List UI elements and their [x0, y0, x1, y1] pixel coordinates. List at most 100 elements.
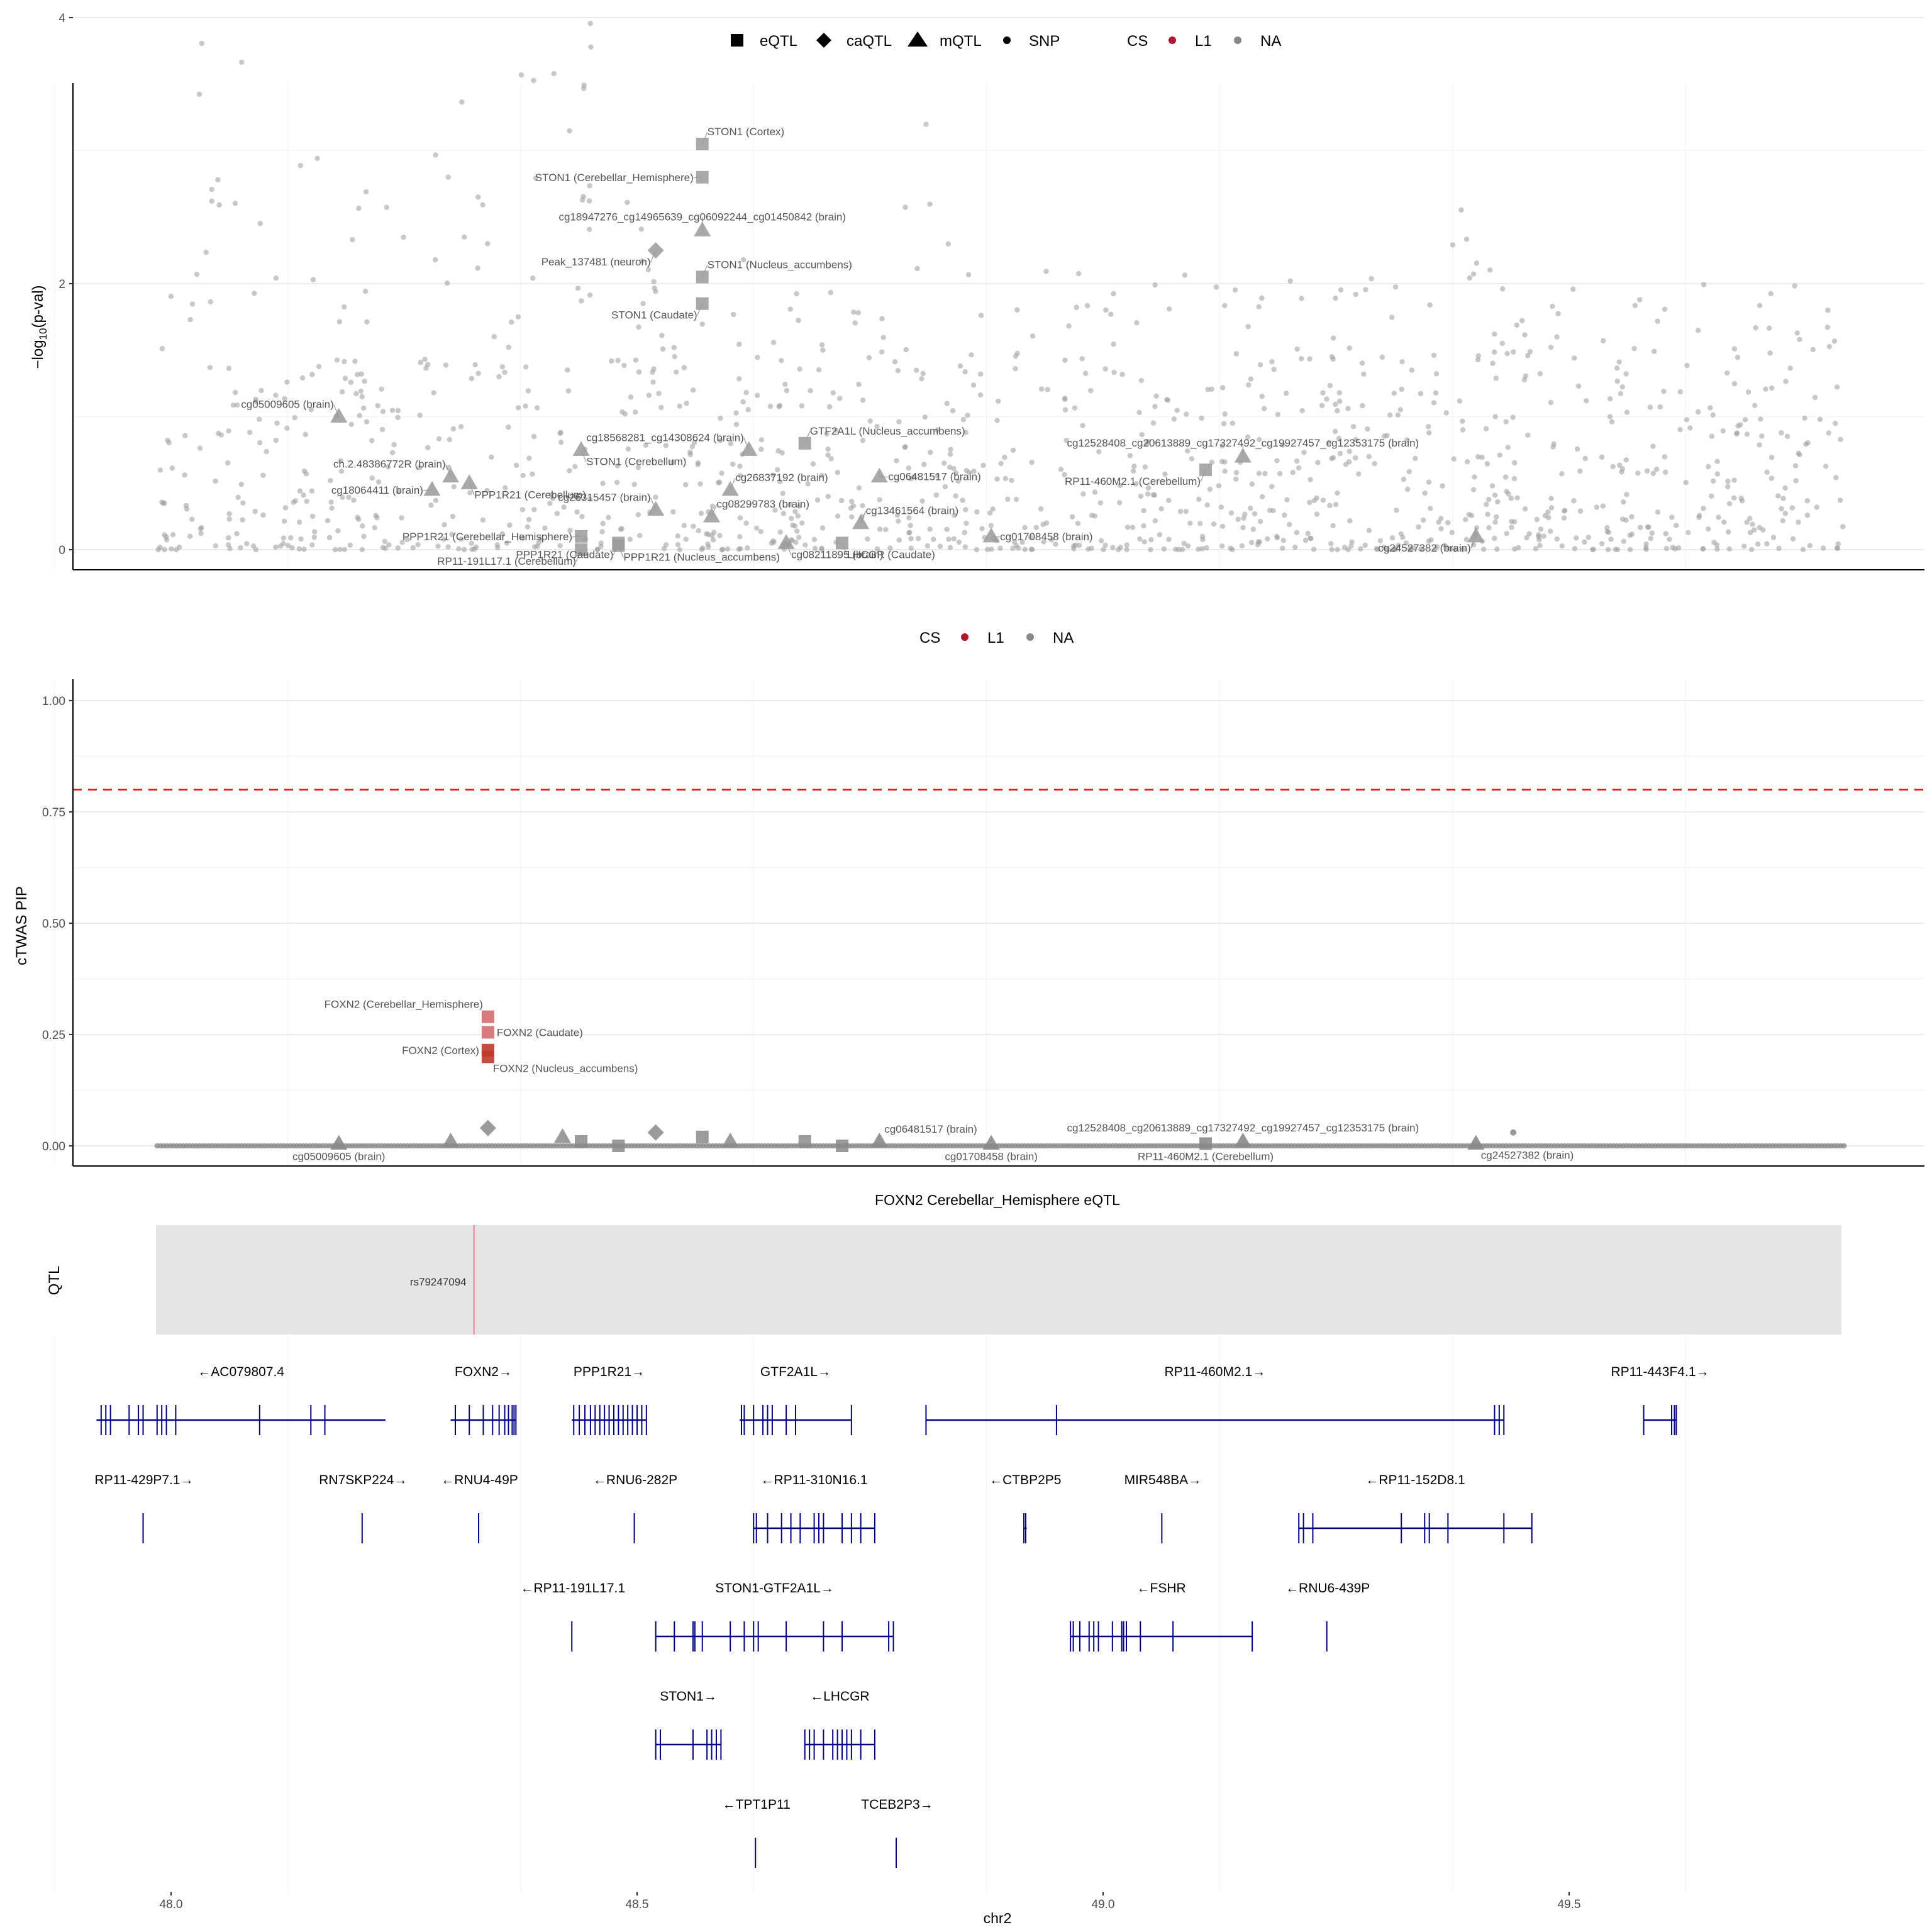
pip-point-square [836, 1140, 849, 1152]
background-snp-point [1363, 287, 1368, 292]
background-snp-point [1835, 541, 1841, 547]
background-snp-point [1458, 207, 1464, 213]
qtl-track-background [156, 1225, 1841, 1335]
background-snp-point [558, 440, 564, 445]
background-snp-point [588, 44, 594, 50]
background-snp-point [1645, 524, 1651, 530]
gene-name: ←FSHR [1137, 1581, 1186, 1596]
background-snp-point [908, 523, 913, 528]
pip-point-label: cg24527382 (brain) [1481, 1149, 1574, 1161]
background-snp-point [428, 502, 434, 508]
background-snp-point [1684, 417, 1690, 423]
background-snp-point [198, 530, 204, 536]
background-snp-point [691, 387, 696, 393]
gene-model: ←RNU6-439P [1285, 1581, 1370, 1652]
background-snp-point [1814, 504, 1819, 510]
background-snp-point [1508, 496, 1514, 501]
background-snp-point [280, 541, 286, 547]
background-snp-point [677, 547, 683, 553]
background-snp-point [1784, 433, 1790, 439]
background-snp-point [1101, 547, 1106, 553]
background-snp-point [1320, 390, 1326, 396]
background-snp-point [1416, 524, 1421, 530]
background-snp-point [1127, 453, 1133, 458]
background-snp-point [436, 436, 442, 441]
background-snp-point [401, 235, 406, 240]
background-snp-point [1834, 384, 1840, 390]
background-snp-point [677, 403, 682, 409]
background-snp-point [1141, 523, 1146, 529]
background-snp-point [946, 536, 952, 542]
point-label: cg01708458 (brain) [1000, 531, 1092, 543]
background-snp-point [819, 342, 825, 348]
background-snp-point [1606, 530, 1612, 535]
pip-point-square [612, 1140, 625, 1152]
background-snp-point [923, 121, 929, 128]
background-snp-point [506, 344, 512, 350]
background-snp-point [291, 499, 296, 505]
background-snp-point [1426, 430, 1432, 436]
background-snp-point [1308, 535, 1314, 541]
background-snp-point [789, 516, 794, 521]
background-snp-point [372, 525, 378, 531]
background-snp-point [203, 250, 209, 255]
qtl-point-triangle [982, 527, 1000, 543]
gene-name: RP11-429P7.1→ [94, 1473, 193, 1487]
background-snp-point [935, 427, 940, 433]
background-snp-point [341, 547, 347, 552]
background-snp-point [945, 241, 951, 247]
background-snp-point [880, 335, 886, 340]
background-snp-point [691, 523, 696, 530]
background-snp-point [1821, 545, 1826, 551]
background-snp-point [656, 391, 662, 396]
background-snp-point [1264, 536, 1270, 542]
y-tick-label: 1.00 [42, 695, 65, 708]
background-snp-point [1555, 311, 1561, 316]
background-snp-point [256, 416, 262, 422]
background-snp-point [1180, 547, 1185, 553]
background-snp-point [1141, 508, 1146, 514]
background-snp-point [431, 390, 436, 396]
background-snp-point [1812, 394, 1818, 401]
background-snp-point [1504, 530, 1509, 536]
background-snp-point [1805, 440, 1811, 446]
background-snp-point [1292, 544, 1298, 550]
background-snp-point [1138, 493, 1144, 499]
background-snp-point [415, 541, 421, 548]
background-snp-point [814, 497, 821, 503]
background-snp-point [1427, 302, 1433, 308]
background-snp-point [1757, 442, 1762, 448]
background-snp-point [1582, 539, 1587, 545]
background-snp-point [1624, 409, 1630, 415]
background-snp-point [1562, 508, 1568, 513]
background-snp-point [1230, 420, 1236, 426]
point-label: Peak_137481 (neuron) [541, 256, 651, 268]
background-snp-point [587, 183, 592, 189]
background-snp-point [1480, 547, 1487, 552]
background-snp-point [1661, 389, 1667, 394]
ylabel-suffix: (p-val) [30, 286, 47, 328]
background-snp-point [303, 431, 309, 437]
background-snp-point [380, 545, 386, 550]
background-snp-point [974, 509, 980, 515]
background-snp-point [963, 520, 969, 526]
background-snp-point [1080, 491, 1086, 497]
background-snp-point [1744, 519, 1750, 525]
background-snp-point [252, 509, 258, 514]
background-snp-point [1079, 356, 1085, 362]
background-snp-point [1701, 282, 1707, 287]
background-snp-point [730, 461, 736, 467]
background-snp-point [887, 545, 893, 551]
background-snp-point [364, 419, 370, 425]
background-snp-point [289, 545, 295, 551]
background-snp-point [874, 546, 880, 552]
background-snp-point [173, 547, 179, 553]
point-label: RP11-460M2.1 (Cerebellum) [1065, 475, 1201, 487]
background-snp-point [919, 498, 925, 504]
background-snp-point [1768, 475, 1775, 481]
background-snp-point [1542, 513, 1548, 519]
background-snp-point [499, 531, 505, 536]
background-snp-point [1464, 458, 1470, 465]
background-snp-point [1541, 533, 1546, 539]
background-snp-point [375, 479, 382, 485]
